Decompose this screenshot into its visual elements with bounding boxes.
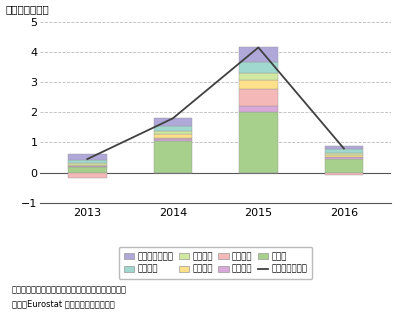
Bar [68,167,106,173]
Bar [239,47,278,62]
Bar [154,126,192,131]
各国合計伸び率 [256,46,261,49]
Bar [68,173,106,178]
Bar [325,146,363,149]
Bar [154,141,192,173]
Bar [239,89,278,106]
Bar [154,131,192,134]
Bar [68,166,106,167]
Bar [154,138,192,139]
Bar [68,154,106,160]
Bar [325,155,363,157]
Bar [239,106,278,112]
Bar [325,149,363,153]
Legend: その他ユーロ圈, スペイン, ベルギー, イタリア, フランス, オランダ, ドイツ, 各国合計伸び率: その他ユーロ圈, スペイン, ベルギー, イタリア, フランス, オランダ, ド… [119,247,312,279]
Bar [239,80,278,89]
Bar [154,134,192,138]
Bar [239,62,278,72]
Bar [68,160,106,163]
Text: 資料：Eurostat から経済産業省作成．: 資料：Eurostat から経済産業省作成． [12,299,115,308]
Line: 各国合計伸び率: 各国合計伸び率 [87,47,344,159]
Text: （前年比、％）: （前年比、％） [5,5,49,15]
Bar [325,173,363,175]
Bar [154,118,192,126]
Bar [239,112,278,173]
Text: 備考：各国の対世界輸出額合計（ユーロベース）。: 備考：各国の対世界輸出額合計（ユーロベース）。 [12,286,127,295]
各国合計伸び率 [170,116,175,120]
Bar [325,157,363,159]
各国合計伸び率 [85,157,90,161]
Bar [154,139,192,141]
Bar [239,72,278,80]
Bar [68,163,106,165]
Bar [325,153,363,155]
各国合計伸び率 [341,147,346,150]
Bar [68,165,106,166]
Bar [325,159,363,173]
